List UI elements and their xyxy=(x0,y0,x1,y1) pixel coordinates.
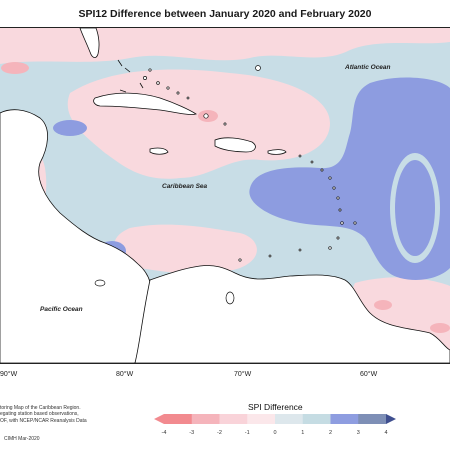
legend-swatch xyxy=(191,414,220,424)
legend-swatch xyxy=(219,414,248,424)
small-islands xyxy=(143,65,357,262)
legend-tick-label: -3 xyxy=(189,430,194,436)
wet-core-outline xyxy=(395,160,435,256)
spi-difference-map xyxy=(0,28,450,363)
color-legend: -4 -3 -2 -1 0 1 2 3 4 xyxy=(154,414,396,436)
legend-arrow-left xyxy=(154,414,164,424)
tick-60w: 60°W xyxy=(360,371,378,378)
legend-tick-label: -4 xyxy=(162,430,167,436)
legend-swatch xyxy=(330,414,359,424)
legend-swatch xyxy=(358,414,387,424)
map-panel xyxy=(0,27,450,364)
map-credits: toring Map of the Caribbean Region. egat… xyxy=(0,405,87,424)
legend-title: SPI Difference xyxy=(248,402,303,412)
legend-tick-label: 0 xyxy=(273,430,276,436)
lakes xyxy=(94,279,235,305)
tick-90w: 90°W xyxy=(0,371,18,378)
credit-date: CIMH Mar-2020 xyxy=(4,436,40,442)
legend-swatch xyxy=(164,414,193,424)
legend-tick-label: -1 xyxy=(245,430,250,436)
legend-swatch xyxy=(247,414,276,424)
legend-swatch xyxy=(275,414,304,424)
tick-70w: 70°W xyxy=(234,371,252,378)
legend-tick-label: 1 xyxy=(301,430,304,436)
dry-anomaly-areas xyxy=(0,28,450,363)
pacific-ocean-label: Pacific Ocean xyxy=(40,306,83,313)
caribbean-sea-label: Caribbean Sea xyxy=(162,183,208,190)
credit-line: toring Map of the Caribbean Region. xyxy=(0,405,81,411)
legend-tick-label: -2 xyxy=(217,430,222,436)
tick-80w: 80°W xyxy=(116,371,134,378)
legend-arrow-right xyxy=(386,414,396,424)
bahamas xyxy=(117,59,144,93)
map-title: SPI12 Difference between January 2020 an… xyxy=(78,8,372,20)
legend-swatch xyxy=(302,414,331,424)
credit-line: OF, with NCEP/NCAR Reanalysis Data xyxy=(0,417,87,424)
land-masses xyxy=(0,28,450,363)
legend-tick-label: 4 xyxy=(384,430,387,436)
legend-tick-label: 3 xyxy=(357,430,360,436)
credit-line: egating station based observations, xyxy=(0,411,79,418)
legend-tick-label: 2 xyxy=(329,430,332,436)
atlantic-ocean-label: Atlantic Ocean xyxy=(345,64,391,71)
